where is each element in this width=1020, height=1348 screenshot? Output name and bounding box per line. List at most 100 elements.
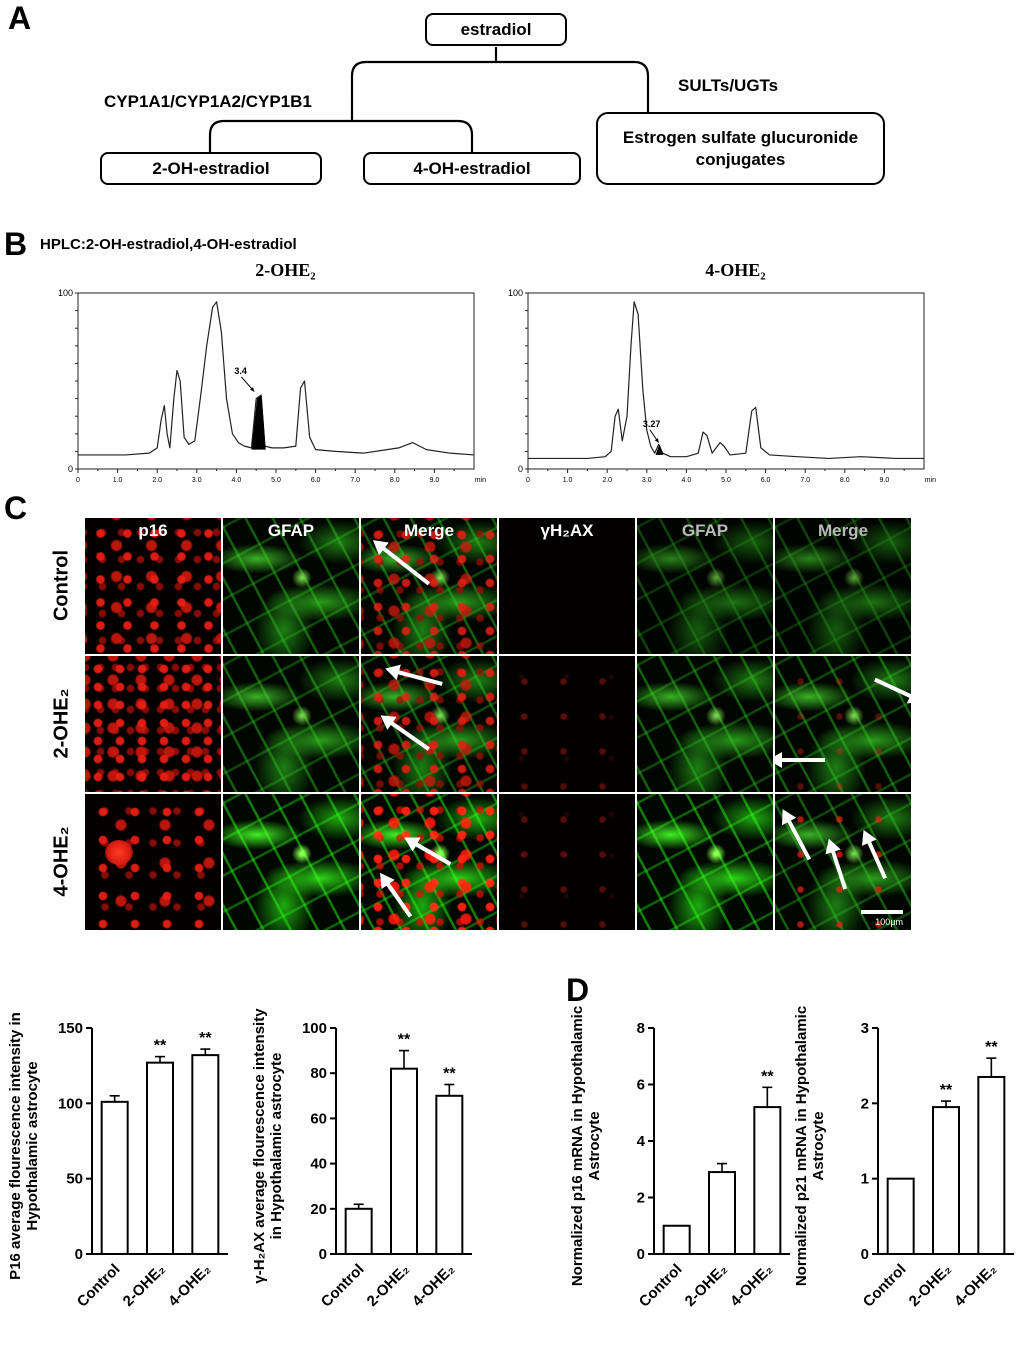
svg-text:Control: Control	[636, 1261, 686, 1311]
bar-plot-p21-mrna: 0 1 2 3 Control ** 2-OHE₂ ** 4-OHE₂	[832, 1000, 1020, 1337]
y-axis-label: Normalized p21 mRNA in Hypothalamic Astr…	[793, 1005, 827, 1287]
svg-text:**: **	[985, 1039, 998, 1056]
svg-text:4: 4	[637, 1133, 646, 1150]
svg-text:**: **	[154, 1038, 167, 1055]
svg-text:Control: Control	[74, 1261, 124, 1311]
column-header-p16: p16	[138, 521, 168, 540]
column-header-gfap2: GFAP	[681, 521, 729, 540]
micrograph-4ohe2-p16	[85, 794, 221, 930]
micrograph-2ohe2-gfap2	[637, 656, 773, 792]
svg-text:5.0: 5.0	[271, 477, 281, 484]
y-axis-label: γ-H₂AX average flourescence intensity in…	[251, 1008, 285, 1284]
svg-text:3.0: 3.0	[642, 477, 652, 484]
row-label-control: Control	[50, 549, 73, 622]
svg-text:100: 100	[58, 288, 73, 298]
svg-text:**: **	[398, 1032, 411, 1049]
svg-text:Control: Control	[860, 1261, 910, 1311]
svg-text:2: 2	[861, 1095, 869, 1112]
micrograph-4ohe2-merge	[361, 794, 497, 930]
chart-h2ax-intensity: γ-H₂AX average flourescence intensity in…	[248, 1000, 488, 1348]
red-foci-overlay	[499, 794, 635, 930]
svg-text:4.0: 4.0	[682, 477, 692, 484]
svg-text:**: **	[199, 1030, 212, 1047]
hplc-title-4ohe2: 4-OHE₂	[705, 260, 766, 280]
column-header-gfap: GFAP	[267, 521, 315, 540]
conjugates-box: Estrogen sulfate glucuronide conjugates	[596, 112, 885, 185]
sults-ugts-label: SULTs/UGTs	[678, 76, 779, 95]
svg-text:2-OHE₂: 2-OHE₂	[364, 1261, 413, 1310]
svg-text:0: 0	[76, 477, 80, 484]
svg-text:8: 8	[637, 1020, 645, 1037]
svg-text:8.0: 8.0	[390, 477, 400, 484]
red-foci-overlay	[775, 656, 911, 792]
svg-text:1.0: 1.0	[563, 477, 573, 484]
bar-plot-p16-mrna: 0 2 4 6 8 Control 2-OHE₂ ** 4-OHE₂	[608, 1000, 798, 1337]
micrograph-control-gfap2: GFAP	[637, 518, 773, 654]
svg-text:2: 2	[637, 1190, 645, 1207]
svg-text:min: min	[925, 477, 936, 484]
svg-text:50: 50	[66, 1171, 83, 1188]
svg-text:**: **	[443, 1066, 456, 1083]
svg-text:min: min	[475, 477, 486, 484]
hplc-plot-4ohe2: 100 0 0 1.0 2.0 3.0 4.0 5.0 6.0 7.0 8.0 9.0 min 3.27	[498, 283, 943, 500]
scale-bar-label: 100μm	[875, 917, 903, 927]
2oh-estradiol-box: 2-OH-estradiol	[100, 152, 322, 185]
svg-text:5.0: 5.0	[721, 477, 731, 484]
micrograph-control-gfap: GFAP	[223, 518, 359, 654]
svg-text:0: 0	[637, 1246, 645, 1263]
svg-text:2-OHE₂: 2-OHE₂	[120, 1261, 169, 1310]
svg-text:0: 0	[68, 464, 73, 474]
chart-p16-intensity: P16 average flourescence intensity in Hy…	[4, 1000, 244, 1348]
panel-c-label: C	[4, 490, 28, 526]
svg-text:2-OHE₂: 2-OHE₂	[682, 1261, 731, 1310]
micrograph-2ohe2-gfap	[223, 656, 359, 792]
svg-text:7.0: 7.0	[350, 477, 360, 484]
bar-plot-p16-intensity: 0 50 100 150 Control ** 2-OHE₂ ** 4-OHE₂	[46, 1000, 236, 1337]
hplc-plot-2ohe2: 100 0 0 1.0 2.0 3.0 4.0 5.0 6.0 7.0 8.0 9.0 min 3.4	[48, 283, 493, 500]
svg-text:0: 0	[75, 1246, 83, 1263]
y-axis-label: Normalized p16 mRNA in Hypothalamic Astr…	[569, 1005, 603, 1287]
svg-text:9.0: 9.0	[880, 477, 890, 484]
micrograph-control-h2ax: γH₂AX	[499, 518, 635, 654]
micrograph-control-merge2: Merge	[775, 518, 911, 654]
svg-text:0: 0	[861, 1246, 869, 1263]
svg-text:80: 80	[310, 1065, 327, 1082]
red-foci-overlay	[775, 794, 911, 930]
svg-text:Control: Control	[318, 1261, 368, 1311]
micrograph-4ohe2-gfap2	[637, 794, 773, 930]
svg-text:3: 3	[861, 1020, 869, 1037]
micrograph-4ohe2-gfap	[223, 794, 359, 930]
svg-text:3.4: 3.4	[234, 366, 247, 376]
micrograph-2ohe2-merge	[361, 656, 497, 792]
svg-text:6.0: 6.0	[311, 477, 321, 484]
svg-text:2-OHE₂: 2-OHE₂	[906, 1261, 955, 1310]
y-axis-label: P16 average flourescence intensity in Hy…	[7, 1012, 41, 1280]
micrograph-grid: p16 GFAP Merge γH₂AX GFAP Merge	[85, 518, 911, 930]
panel-a-label: A	[8, 0, 32, 36]
svg-text:4-OHE₂: 4-OHE₂	[409, 1261, 458, 1310]
red-channel-overlay	[361, 794, 497, 930]
micrograph-control-merge: Merge	[361, 518, 497, 654]
column-header-merge2: Merge	[817, 521, 869, 540]
svg-text:9.0: 9.0	[430, 477, 440, 484]
micrograph-2ohe2-p16	[85, 656, 221, 792]
svg-text:4-OHE₂: 4-OHE₂	[727, 1261, 776, 1310]
svg-text:2.0: 2.0	[152, 477, 162, 484]
svg-text:0: 0	[518, 464, 523, 474]
chart-p16-mrna: Normalized p16 mRNA in Hypothalamic Astr…	[566, 1000, 806, 1348]
arrow-icon	[781, 758, 825, 762]
svg-text:20: 20	[310, 1201, 327, 1218]
svg-text:60: 60	[310, 1110, 327, 1127]
cyp-enzymes-label: CYP1A1/CYP1A2/CYP1B1	[104, 92, 312, 111]
micrograph-2ohe2-merge2	[775, 656, 911, 792]
hplc-heading: HPLC:2-OH-estradiol,4-OH-estradiol	[40, 236, 297, 253]
svg-text:0: 0	[526, 477, 530, 484]
svg-text:6.0: 6.0	[761, 477, 771, 484]
svg-text:**: **	[761, 1068, 774, 1085]
svg-text:3.27: 3.27	[643, 419, 661, 429]
hplc-chart-2ohe2: 2-OHE₂ 100 0 0 1.0 2.0 3.0 4.0 5.0 6.0 7.0 8.0 9.0 m…	[48, 260, 493, 500]
svg-text:40: 40	[310, 1156, 327, 1173]
hplc-title-2ohe2: 2-OHE₂	[255, 260, 316, 280]
red-foci-overlay	[499, 656, 635, 792]
